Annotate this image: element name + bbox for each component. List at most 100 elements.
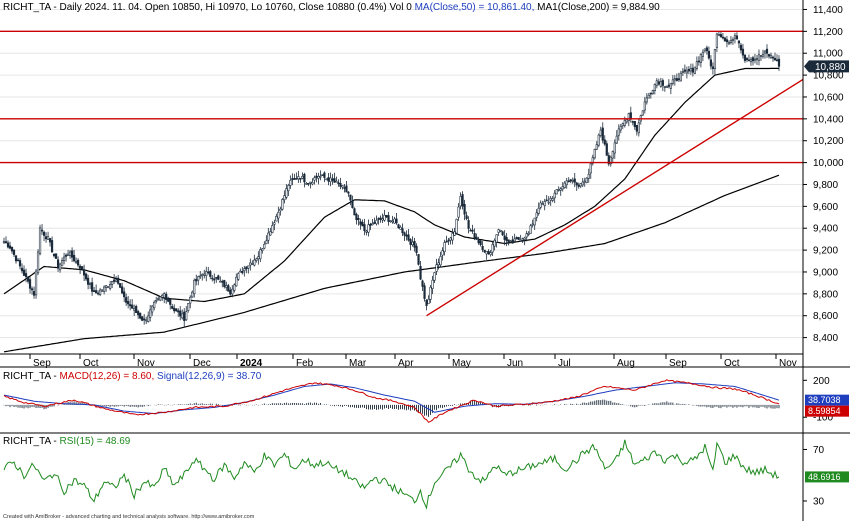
candle-body [643, 101, 646, 111]
candle-body [159, 296, 162, 301]
candle-body [16, 259, 20, 262]
candle-body [503, 235, 506, 240]
candle-body [193, 279, 196, 295]
candle-body [655, 80, 658, 86]
candle-body [295, 178, 298, 180]
candle-body [383, 214, 386, 221]
candle-body [97, 292, 100, 295]
candle-body [36, 251, 40, 274]
candle-body [219, 280, 222, 283]
candle-body [377, 218, 380, 220]
x-axis-label: Jun [507, 358, 523, 369]
candle-body [537, 207, 540, 214]
candle-body [407, 234, 410, 241]
price-tick-label: 9,800 [813, 180, 838, 191]
candle-body [149, 309, 152, 318]
candle-body [211, 277, 214, 280]
x-axis-label: May [452, 358, 471, 369]
candle-body [761, 53, 765, 57]
candle-body [433, 272, 436, 281]
candle-body [99, 289, 102, 295]
candle-body [267, 232, 270, 241]
candle-body [6, 242, 10, 248]
candle-body [727, 41, 731, 45]
candle-body [131, 304, 134, 309]
candle-body [239, 270, 242, 273]
candle-body [173, 307, 176, 312]
candle-body [487, 251, 490, 254]
candle-body [479, 240, 482, 246]
price-tick-label: 8,600 [813, 311, 838, 322]
candle-body [259, 249, 262, 260]
candle-body [617, 128, 620, 136]
candle-body [151, 305, 154, 313]
candle-body [721, 36, 725, 39]
candle-body [10, 246, 14, 252]
candle-body [521, 238, 524, 241]
candle-body [413, 240, 416, 248]
candle-body [305, 183, 308, 185]
price-tick-label: 11,000 [813, 49, 843, 60]
candle-body [555, 189, 558, 195]
candle-body [175, 308, 178, 312]
x-axis-label: Oct [724, 358, 740, 369]
candle-body [315, 175, 318, 178]
candle-body [507, 239, 510, 243]
candle-body [181, 313, 184, 319]
candle-body [539, 202, 542, 208]
candle-body [675, 78, 678, 81]
candle-body [311, 181, 314, 185]
candle-body [81, 266, 84, 270]
candle-body [557, 189, 560, 191]
candle-body [619, 125, 622, 131]
candle-body [567, 180, 570, 183]
candle-body [723, 37, 727, 42]
candle-body [637, 122, 640, 134]
candle-body [419, 266, 422, 280]
ma200-line [3, 174, 780, 353]
candle-body [299, 178, 302, 180]
candle-body [661, 80, 664, 86]
candle-body [323, 172, 326, 178]
candle-body [171, 306, 174, 309]
candle-body [703, 48, 707, 52]
candle-body [443, 242, 446, 252]
candle-body [481, 246, 484, 250]
candle-body [577, 184, 580, 187]
candle-body [765, 48, 769, 54]
candle-body [753, 58, 757, 61]
candle-body [563, 182, 566, 188]
candle-body [121, 286, 124, 294]
candle-body [225, 285, 228, 288]
candle-body [415, 245, 418, 253]
candle-body [89, 283, 92, 286]
candle-body [221, 280, 224, 283]
price-tick-label: 10,800 [813, 71, 844, 82]
candle-body [273, 222, 276, 225]
candle-body [511, 239, 514, 244]
candle-body [207, 271, 210, 274]
candle-body [659, 81, 662, 87]
candle-body [505, 237, 508, 241]
candle-body [437, 262, 440, 266]
candle-body [107, 286, 110, 289]
candle-body [32, 291, 36, 296]
candle-body [365, 230, 368, 233]
candle-body [685, 70, 688, 74]
rsi-tick-label: 70 [813, 445, 825, 456]
candle-body [681, 71, 684, 73]
candle-body [671, 79, 674, 84]
candle-body [565, 180, 568, 186]
candle-body [74, 261, 78, 263]
candle-body [115, 279, 118, 282]
candle-body [439, 256, 442, 266]
candle-body [589, 163, 592, 174]
candle-body [357, 218, 360, 221]
candle-body [129, 304, 132, 307]
candle-body [665, 85, 668, 88]
candle-body [757, 54, 761, 61]
candle-body [735, 35, 739, 40]
candle-body [351, 200, 354, 208]
candle-body [12, 249, 16, 255]
